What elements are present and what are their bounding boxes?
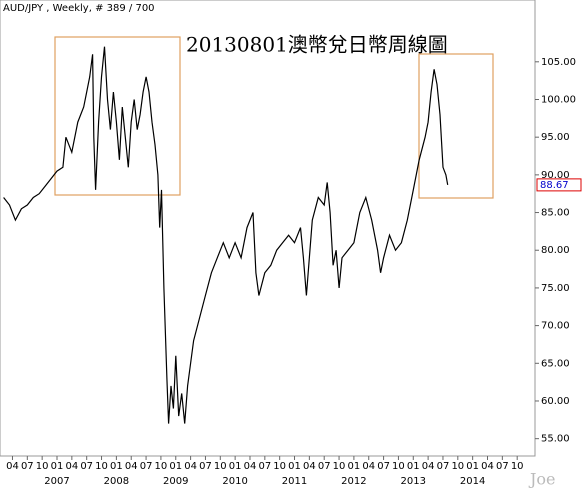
x-tick-label: 07 — [140, 461, 153, 472]
x-tick-label: 10 — [333, 461, 346, 472]
year-label: 2013 — [401, 476, 426, 487]
x-tick-label: 10 — [95, 461, 108, 472]
highlight-box — [54, 36, 181, 196]
x-tick-label: 01 — [288, 461, 301, 472]
year-label: 2007 — [44, 476, 69, 487]
x-tick-label: 07 — [80, 461, 93, 472]
x-tick-label: 10 — [273, 461, 286, 472]
x-tick-label: 04 — [422, 461, 435, 472]
y-tick-label: 95.00 — [541, 132, 570, 143]
y-tick-label: 90.00 — [541, 170, 570, 181]
highlight-box — [418, 53, 494, 199]
chart-title: 20130801澳幣兌日幣周線圖 — [186, 33, 448, 57]
x-tick-label: 04 — [303, 461, 316, 472]
x-tick-label: 01 — [348, 461, 361, 472]
x-tick-label: 10 — [155, 461, 168, 472]
x-tick-label: 07 — [199, 461, 212, 472]
x-tick-label: 07 — [496, 461, 509, 472]
year-label: 2008 — [104, 476, 129, 487]
y-tick-label: 85.00 — [541, 208, 570, 219]
y-tick-label: 55.00 — [541, 434, 570, 445]
x-tick-label: 10 — [36, 461, 49, 472]
y-tick-label: 105.00 — [541, 57, 576, 68]
x-tick-label: 07 — [318, 461, 331, 472]
x-tick-label: 01 — [229, 461, 242, 472]
x-tick-label: 01 — [169, 461, 182, 472]
x-tick-label: 04 — [65, 461, 78, 472]
x-tick-label: 10 — [214, 461, 227, 472]
y-tick-label: 80.00 — [541, 245, 570, 256]
chart-header: AUD/JPY , Weekly, # 389 / 700 — [3, 3, 155, 14]
year-label: 2014 — [460, 476, 485, 487]
last-value-label: 88.67 — [540, 180, 569, 191]
x-tick-label: 04 — [244, 461, 257, 472]
y-tick-label: 60.00 — [541, 396, 570, 407]
last-value-box — [536, 178, 582, 192]
y-tick-label: 100.00 — [541, 94, 576, 105]
year-label: 2009 — [163, 476, 188, 487]
x-tick-label: 04 — [125, 461, 138, 472]
x-tick-label: 01 — [110, 461, 123, 472]
year-label: 2012 — [341, 476, 366, 487]
x-tick-label: 04 — [481, 461, 494, 472]
price-line — [3, 46, 449, 424]
x-tick-label: 07 — [21, 461, 34, 472]
plot-frame — [0, 0, 536, 457]
y-tick-label: 70.00 — [541, 321, 570, 332]
x-tick-label: 10 — [392, 461, 405, 472]
x-tick-label: 10 — [511, 461, 524, 472]
x-tick-label: 01 — [466, 461, 479, 472]
year-label: 2010 — [222, 476, 247, 487]
year-label: 2011 — [282, 476, 307, 487]
x-tick-label: 04 — [6, 461, 19, 472]
x-tick-label: 07 — [377, 461, 390, 472]
x-tick-label: 07 — [258, 461, 271, 472]
x-tick-label: 04 — [362, 461, 375, 472]
x-tick-label: 10 — [451, 461, 464, 472]
x-tick-label: 01 — [407, 461, 420, 472]
y-tick-label: 65.00 — [541, 358, 570, 369]
x-tick-label: 04 — [184, 461, 197, 472]
y-tick-label: 75.00 — [541, 283, 570, 294]
watermark: Joe — [528, 470, 556, 489]
x-tick-label: 07 — [437, 461, 450, 472]
x-tick-label: 01 — [51, 461, 64, 472]
